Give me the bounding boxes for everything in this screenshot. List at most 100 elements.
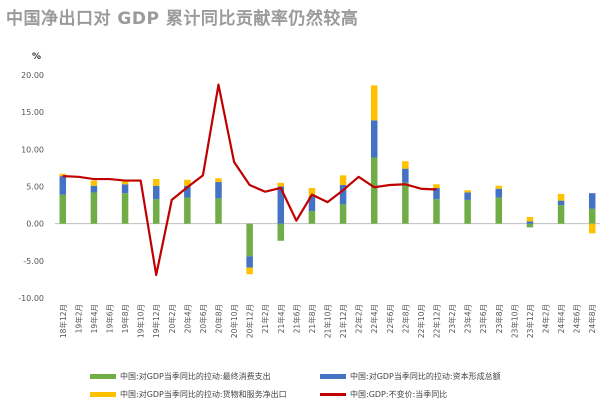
x-tick-label: 23年8月 <box>494 304 504 333</box>
bar-segment-series-2 <box>588 223 596 234</box>
x-tick-label: 21年8月 <box>307 304 317 333</box>
legend-swatch-gdp <box>320 393 346 396</box>
y-tick-label: -10.00 <box>18 294 44 303</box>
chart-legend: 中国:对GDP当季同比的拉动:最终消费支出 中国:对GDP当季同比的拉动:资本形… <box>0 362 608 404</box>
legend-swatch-net-exports <box>90 392 116 397</box>
x-tick-label: 24年4月 <box>556 304 566 333</box>
bar-segment-series-1 <box>59 176 67 195</box>
y-axis-unit: % <box>32 52 41 62</box>
legend-item-capital: 中国:对GDP当季同比的拉动:资本形成总额 <box>320 371 501 382</box>
bar-segment-series-2 <box>495 185 503 189</box>
bar-segment-series-1 <box>215 182 222 199</box>
bar-segment-series-2 <box>152 179 160 186</box>
bar-segment-series-2 <box>402 161 409 169</box>
x-tick-label: 19年2月 <box>73 304 83 333</box>
bar-segment-series-1 <box>557 200 565 206</box>
chart-title: 中国净出口对 GDP 累计同比贡献率仍然较高 <box>6 9 359 29</box>
bar-segment-series-1 <box>246 256 253 268</box>
bar-segment-series-1 <box>277 186 285 224</box>
legend-item-net-exports: 中国:对GDP当季同比的拉动:货物和服务净出口 <box>90 389 287 400</box>
x-tick-label: 20年12月 <box>245 304 255 338</box>
x-tick-label: 22年12月 <box>432 304 442 338</box>
bar-segment-series-2 <box>59 173 67 177</box>
bar-segment-series-0 <box>402 182 409 224</box>
legend-label-capital: 中国:对GDP当季同比的拉动:资本形成总额 <box>350 372 501 381</box>
legend-label-net-exports: 中国:对GDP当季同比的拉动:货物和服务净出口 <box>120 390 287 399</box>
bar-segment-series-2 <box>121 179 129 185</box>
x-tick-label: 21年10月 <box>323 304 333 338</box>
x-tick-label: 24年8月 <box>587 304 597 333</box>
bar-segment-series-2 <box>90 180 98 186</box>
x-tick-label: 21年6月 <box>291 304 301 333</box>
bar-segment-series-0 <box>588 208 596 224</box>
bar-segment-series-0 <box>121 193 129 224</box>
bar-segment-series-1 <box>526 221 534 224</box>
x-tick-label: 23年10月 <box>509 304 519 338</box>
x-tick-label: 24年2月 <box>541 304 551 333</box>
bar-segment-series-0 <box>526 223 534 228</box>
bar-segment-series-1 <box>495 188 503 198</box>
bar-segment-series-0 <box>495 197 503 224</box>
bar-segment-series-1 <box>308 196 316 212</box>
bar-segment-series-0 <box>184 197 191 224</box>
x-tick-label: 22年6月 <box>385 304 395 333</box>
bar-segment-series-2 <box>184 179 191 186</box>
y-tick-label: 20.00 <box>21 71 44 80</box>
x-tick-label: 19年6月 <box>105 304 115 333</box>
x-tick-label: 21年2月 <box>260 304 270 333</box>
bar-segment-series-1 <box>90 185 98 193</box>
bar-segment-series-0 <box>152 199 160 224</box>
bar-segment-series-0 <box>277 223 285 241</box>
x-tick-label: 20年4月 <box>182 304 192 333</box>
bar-segment-series-0 <box>370 157 378 224</box>
x-tick-label: 20年6月 <box>198 304 208 333</box>
bar-segment-series-1 <box>370 120 378 158</box>
legend-swatch-capital <box>320 374 346 379</box>
x-tick-label: 22年2月 <box>354 304 364 333</box>
bar-segment-series-2 <box>215 178 222 183</box>
legend-item-gdp: 中国:GDP:不变价:当季同比 <box>320 389 447 400</box>
x-tick-label: 23年12月 <box>525 304 535 338</box>
legend-label-consumption: 中国:对GDP当季同比的拉动:最终消费支出 <box>120 372 271 381</box>
legend-swatch-consumption <box>90 374 116 379</box>
bar-segment-series-1 <box>121 184 129 194</box>
bar-segment-series-0 <box>339 204 347 224</box>
x-tick-label: 21年12月 <box>338 304 348 338</box>
x-tick-label: 23年6月 <box>478 304 488 333</box>
bar-segment-series-2 <box>526 216 534 222</box>
bar-segment-series-0 <box>215 198 222 224</box>
y-tick-label: -5.00 <box>23 257 44 266</box>
bar-segment-series-0 <box>557 205 565 224</box>
bar-segment-series-0 <box>433 199 440 224</box>
x-tick-label: 18年12月 <box>58 304 68 338</box>
bar-segment-series-1 <box>588 193 596 209</box>
bar-segment-series-2 <box>277 182 285 187</box>
bar-segment-series-2 <box>246 267 253 275</box>
gdp-growth-line <box>62 83 437 277</box>
x-tick-label: 19年10月 <box>136 304 146 338</box>
bar-segment-series-2 <box>433 184 440 188</box>
x-tick-label: 22年10月 <box>416 304 426 338</box>
bar-segment-series-0 <box>246 223 253 257</box>
x-tick-label: 19年12月 <box>151 304 161 338</box>
bar-segment-series-1 <box>184 185 191 198</box>
y-tick-label: 15.00 <box>21 108 44 117</box>
x-tick-label: 23年4月 <box>463 304 473 333</box>
x-tick-label: 20年10月 <box>229 304 239 338</box>
x-tick-label: 24年6月 <box>572 304 582 333</box>
bar-segment-series-2 <box>370 85 378 121</box>
bar-segment-series-2 <box>464 190 471 193</box>
bar-segment-series-2 <box>308 187 316 197</box>
x-tick-label: 19年4月 <box>89 304 99 333</box>
y-tick-label: 0.00 <box>26 220 44 229</box>
x-tick-label: 21年4月 <box>276 304 286 333</box>
legend-item-consumption: 中国:对GDP当季同比的拉动:最终消费支出 <box>90 371 271 382</box>
bar-segment-series-0 <box>59 194 67 224</box>
bar-segment-series-2 <box>557 193 565 201</box>
x-tick-label: 20年8月 <box>214 304 224 333</box>
bar-segment-series-1 <box>152 185 160 200</box>
x-tick-label: 22年8月 <box>400 304 410 333</box>
x-tick-label: 20年2月 <box>167 304 177 333</box>
bar-segment-series-1 <box>402 168 409 183</box>
